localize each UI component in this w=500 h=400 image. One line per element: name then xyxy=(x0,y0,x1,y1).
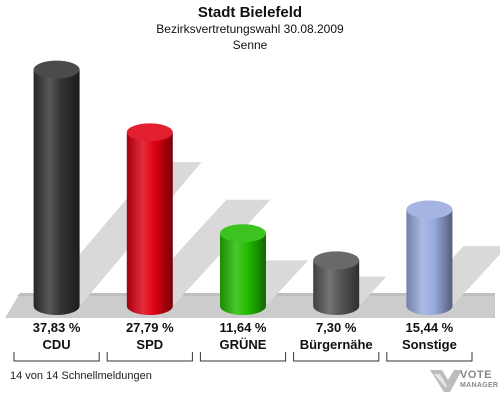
logo-text-manager: MANAGER xyxy=(460,382,499,389)
category-label: SPD xyxy=(136,337,164,352)
bar-b-rgern-he xyxy=(313,260,360,315)
bar-value-label: 37,83 % xyxy=(32,320,81,335)
bar-spd xyxy=(126,132,173,315)
category-bracket xyxy=(106,352,193,362)
bar-top xyxy=(313,251,360,270)
category-label: GRÜNE xyxy=(219,337,267,352)
category-label: CDU xyxy=(42,337,71,352)
category-label: Bürgernähe xyxy=(299,337,373,352)
chart-subtitle: Bezirksvertretungswahl 30.08.2009 xyxy=(156,22,344,36)
chart-title: Stadt Bielefeld xyxy=(197,4,303,21)
category-label: Sonstige xyxy=(401,337,457,352)
bar-value-label: 15,44 % xyxy=(405,320,454,335)
bar-top xyxy=(126,123,173,142)
bar-value-label: 27,79 % xyxy=(125,320,174,335)
category-bracket xyxy=(199,352,287,362)
bar-value-label: 11,64 % xyxy=(219,320,267,335)
category-bracket xyxy=(386,352,473,362)
bar-top xyxy=(406,200,453,219)
logo-text-vote: VOTE xyxy=(460,369,492,381)
chart-subtitle-district: Senne xyxy=(232,38,268,52)
category-bracket xyxy=(293,352,380,362)
bar-top xyxy=(220,224,266,243)
bar-cdu xyxy=(33,69,80,315)
bar-sonstige xyxy=(406,209,453,315)
bar-top xyxy=(33,60,80,79)
bar-value-label: 7,30 % xyxy=(315,320,357,335)
footer-status: 14 von 14 Schnellmeldungen xyxy=(10,370,152,382)
x-axis-brackets xyxy=(13,352,473,362)
bar-gr-ne xyxy=(220,233,266,315)
category-bracket xyxy=(13,352,100,362)
vote-manager-logo-icon xyxy=(430,370,462,392)
